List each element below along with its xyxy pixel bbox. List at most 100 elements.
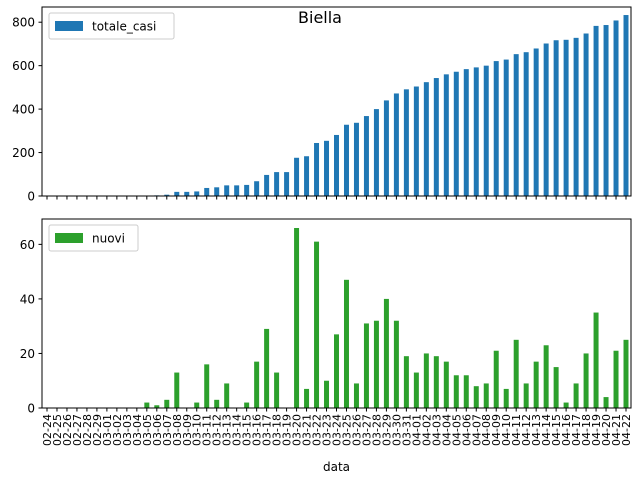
x-tick-label-04-14: 04-14	[540, 414, 553, 446]
bar-nuovi-03-31	[403, 356, 409, 408]
bar-nuovi-04-07	[473, 386, 479, 408]
bar-totale-casi-04-03	[433, 78, 439, 196]
bar-totale-casi-03-26	[353, 122, 359, 196]
y-tick-label: 20	[20, 347, 35, 361]
bottom-y-axis: 0 20 40 60	[20, 238, 42, 416]
x-tick-label-04-06: 04-06	[460, 414, 473, 446]
top-panel: 0 200 400 600 800 Biella totale_casi	[12, 6, 632, 204]
x-tick-label-02-28: 02-28	[81, 414, 94, 446]
x-tick-label-03-16: 03-16	[251, 414, 264, 446]
bar-nuovi-03-13	[224, 383, 230, 408]
x-tick-label-03-08: 03-08	[171, 414, 184, 446]
bar-nuovi-04-03	[433, 356, 439, 408]
x-tick-label-03-11: 03-11	[201, 414, 214, 446]
bottom-plot-frame	[41, 218, 632, 409]
bar-nuovi-03-15	[244, 402, 250, 408]
x-tick-label-03-01: 03-01	[101, 414, 114, 446]
x-tick-label-04-07: 04-07	[470, 414, 483, 446]
x-tick-label-02-29: 02-29	[91, 414, 104, 446]
x-tick-label-03-02: 03-02	[111, 414, 124, 446]
bar-nuovi-04-10	[503, 388, 509, 408]
bar-nuovi-03-20	[294, 228, 300, 408]
bar-totale-casi-03-20	[294, 157, 300, 196]
bar-nuovi-04-01	[413, 372, 419, 408]
bar-totale-casi-03-16	[254, 181, 260, 196]
bar-totale-casi-03-12	[214, 187, 220, 196]
bar-totale-casi-04-11	[513, 54, 519, 196]
x-tick-label-03-27: 03-27	[360, 414, 373, 446]
x-tick-label-03-19: 03-19	[281, 414, 294, 446]
bar-totale-casi-04-19	[593, 25, 599, 197]
bar-nuovi-04-18	[583, 353, 589, 408]
bar-totale-casi-03-22	[314, 142, 320, 196]
x-tick-label-04-21: 04-21	[610, 414, 623, 446]
bar-totale-casi-04-22	[623, 15, 629, 197]
x-tick-label-03-24: 03-24	[331, 414, 344, 446]
x-tick-label-04-03: 04-03	[430, 414, 443, 446]
bar-totale-casi-04-17	[573, 37, 579, 196]
x-tick-label-03-07: 03-07	[161, 414, 174, 446]
bar-totale-casi-03-29	[383, 100, 389, 196]
x-tick-label-04-09: 04-09	[490, 414, 503, 446]
legend-swatch-nuovi	[55, 233, 83, 243]
bar-nuovi-04-09	[493, 350, 499, 408]
bar-nuovi-04-19	[593, 312, 599, 408]
bar-totale-casi-04-09	[493, 61, 499, 197]
bar-nuovi-03-06	[154, 405, 160, 408]
x-tick-label-03-22: 03-22	[311, 414, 324, 446]
bar-totale-casi-03-17	[264, 174, 270, 196]
bar-nuovi-03-05	[144, 402, 150, 408]
bar-totale-casi-04-10	[503, 59, 509, 196]
bar-totale-casi-04-18	[583, 33, 589, 196]
bottom-legend: nuovi	[48, 224, 139, 252]
legend-swatch-totale-casi	[55, 21, 83, 31]
bar-nuovi-04-20	[603, 397, 609, 408]
x-tick-label-04-20: 04-20	[600, 414, 613, 446]
y-tick-label: 40	[20, 292, 35, 306]
bar-nuovi-03-16	[254, 361, 260, 408]
y-tick-label: 60	[20, 238, 35, 252]
bar-totale-casi-03-31	[403, 89, 409, 196]
bar-nuovi-03-11	[204, 364, 210, 408]
x-tick-label-03-10: 03-10	[191, 414, 204, 446]
bar-totale-casi-03-14	[234, 185, 240, 196]
x-tick-label-03-18: 03-18	[271, 414, 284, 446]
bar-nuovi-03-08	[174, 372, 180, 408]
x-tick-label-04-12: 04-12	[520, 414, 533, 446]
bar-nuovi-03-25	[343, 279, 349, 408]
legend-box	[48, 224, 139, 252]
y-tick-label: 400	[12, 103, 35, 117]
bar-nuovi-03-18	[274, 372, 280, 408]
bar-nuovi-03-30	[393, 320, 399, 408]
bar-totale-casi-04-07	[473, 67, 479, 196]
x-tick-label-04-18: 04-18	[580, 414, 593, 446]
x-tick-label-03-29: 03-29	[380, 414, 393, 446]
x-tick-label-04-11: 04-11	[510, 414, 523, 446]
bar-nuovi-03-21	[304, 388, 310, 408]
bar-totale-casi-03-19	[284, 172, 290, 196]
top-legend: totale_casi	[48, 12, 175, 40]
x-tick-label-04-08: 04-08	[480, 414, 493, 446]
x-tick-label-04-02: 04-02	[420, 414, 433, 446]
bar-totale-casi-04-16	[563, 39, 569, 196]
bar-totale-casi-04-14	[543, 43, 549, 196]
x-tick-label-03-04: 03-04	[131, 414, 144, 446]
bar-totale-casi-03-15	[244, 184, 250, 196]
x-axis-label: data	[323, 460, 350, 474]
bar-totale-casi-04-04	[443, 74, 449, 196]
bar-nuovi-03-22	[314, 241, 320, 408]
x-tick-label-03-23: 03-23	[321, 414, 334, 446]
bar-nuovi-04-06	[463, 375, 469, 408]
bar-nuovi-04-13	[533, 361, 539, 408]
bar-totale-casi-03-25	[343, 124, 349, 196]
bar-totale-casi-04-02	[423, 82, 429, 196]
bar-totale-casi-04-15	[553, 40, 559, 196]
x-tick-label-03-28: 03-28	[370, 414, 383, 446]
legend-label-nuovi: nuovi	[92, 232, 125, 246]
bar-totale-casi-03-23	[324, 140, 330, 196]
x-tick-label-03-15: 03-15	[241, 414, 254, 446]
legend-box	[48, 12, 175, 40]
bar-totale-casi-04-08	[483, 65, 489, 196]
x-tick-label-04-22: 04-22	[620, 414, 633, 446]
